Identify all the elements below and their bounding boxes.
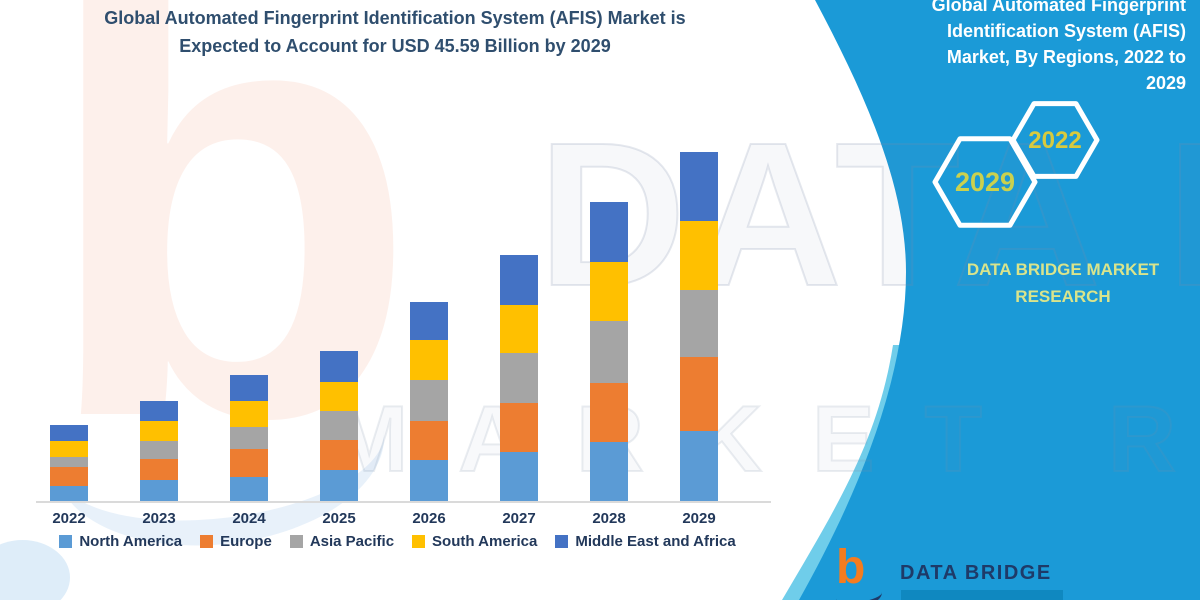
bar-2027-north-america xyxy=(500,451,538,501)
legend-label: North America xyxy=(79,533,183,550)
x-tick-2028: 2028 xyxy=(592,510,626,527)
chart-title-line1: Global Automated Fingerprint Identificat… xyxy=(104,8,686,28)
bar-2023-europe xyxy=(140,458,178,481)
bar-2028-europe xyxy=(590,383,628,443)
legend-swatch xyxy=(289,535,303,548)
bar-2029-middle-east-and-africa xyxy=(680,151,718,221)
legend-swatch xyxy=(555,535,569,548)
bar-2026 xyxy=(410,301,448,501)
chart-title-line2: Expected to Account for USD 45.59 Billio… xyxy=(179,36,611,56)
bar-2024-north-america xyxy=(230,477,268,501)
x-tick-2027: 2027 xyxy=(502,510,536,527)
bar-2028-middle-east-and-africa xyxy=(590,202,628,263)
x-tick-2024: 2024 xyxy=(232,510,266,527)
bar-2029-asia-pacific xyxy=(680,290,718,357)
bar-2025-north-america xyxy=(320,469,358,501)
bar-2023-south-america xyxy=(140,420,178,441)
bar-2022-south-america xyxy=(50,440,88,458)
bar-2024-middle-east-and-africa xyxy=(230,374,268,402)
x-tick-2023: 2023 xyxy=(142,510,176,527)
bar-2028-north-america xyxy=(590,442,628,501)
x-tick-2029: 2029 xyxy=(682,510,716,527)
footer-logo-b-icon: b xyxy=(836,541,866,594)
bar-2027-south-america xyxy=(500,304,538,354)
footer-logo-text: DATA BRIDGE xyxy=(900,562,1052,584)
footer-logo-bar xyxy=(901,590,1063,600)
legend-label: South America xyxy=(432,533,538,550)
legend-label: Middle East and Africa xyxy=(575,533,736,550)
bar-2023-asia-pacific xyxy=(140,440,178,459)
hexagon-badges: 2029 2022 xyxy=(932,101,1100,228)
footer-logo: b DATA BRIDGE xyxy=(834,544,1076,600)
panel-heading: Global Automated Fingerprint Identificat… xyxy=(841,0,1186,96)
bar-2026-north-america xyxy=(410,460,448,501)
panel-edge-highlight xyxy=(782,345,912,600)
chart-title: Global Automated Fingerprint Identificat… xyxy=(10,4,780,60)
bar-2022-asia-pacific xyxy=(50,457,88,468)
bar-2022-middle-east-and-africa xyxy=(50,425,88,441)
bar-2028-asia-pacific xyxy=(590,321,628,384)
bar-2029 xyxy=(680,151,718,501)
brand-text: DATA BRIDGE MARKET RESEARCH xyxy=(938,256,1188,310)
hexagon-2022-outline xyxy=(1010,101,1100,179)
bar-2022 xyxy=(50,425,88,501)
chart-legend: North America Europe Asia Pacific South Ame… xyxy=(25,533,770,550)
bar-2027-europe xyxy=(500,402,538,452)
bar-2026-south-america xyxy=(410,340,448,380)
legend-swatch xyxy=(412,535,426,548)
bar-2028 xyxy=(590,202,628,501)
bar-2026-middle-east-and-africa xyxy=(410,301,448,341)
bar-2024 xyxy=(230,374,268,501)
legend-label: Asia Pacific xyxy=(309,533,395,550)
x-tick-2025: 2025 xyxy=(322,510,356,527)
panel-heading-line4: 2029 xyxy=(1145,73,1186,93)
bar-2025-middle-east-and-africa xyxy=(320,350,358,382)
bar-2022-europe xyxy=(50,467,88,487)
legend-label: Europe xyxy=(220,533,272,550)
panel-heading-line2: Identification System (AFIS) xyxy=(946,21,1186,41)
panel-heading-line1: Global Automated Fingerprint xyxy=(931,0,1186,15)
panel-background xyxy=(799,0,1200,600)
legend-item-south-america: South America xyxy=(412,533,537,550)
x-tick-2022: 2022 xyxy=(52,510,86,527)
brand-text-line2: RESEARCH xyxy=(1015,287,1111,306)
bar-2024-south-america xyxy=(230,401,268,427)
bar-2025-europe xyxy=(320,439,358,470)
hexagon-2029-label: 2029 xyxy=(955,167,1015,197)
legend-item-north-america: North America xyxy=(59,533,182,550)
bar-2022-north-america xyxy=(50,486,88,501)
bar-2029-south-america xyxy=(680,220,718,291)
bar-2026-europe xyxy=(410,420,448,461)
x-tick-2026: 2026 xyxy=(412,510,446,527)
bar-2028-south-america xyxy=(590,262,628,322)
bar-2027-asia-pacific xyxy=(500,353,538,403)
bar-2025-asia-pacific xyxy=(320,411,358,440)
bar-2023 xyxy=(140,401,178,501)
bar-2024-europe xyxy=(230,448,268,478)
hexagon-2022-label: 2022 xyxy=(1028,127,1081,154)
bar-2027-middle-east-and-africa xyxy=(500,255,538,305)
bar-2027 xyxy=(500,255,538,501)
x-axis-line xyxy=(36,501,771,503)
legend-item-asia-pacific: Asia Pacific xyxy=(289,533,395,550)
bar-2024-asia-pacific xyxy=(230,426,268,449)
legend-item-middle-east-and-africa: Middle East and Africa xyxy=(555,533,736,550)
bar-2023-north-america xyxy=(140,480,178,501)
panel-heading-line3: Market, By Regions, 2022 to xyxy=(946,47,1186,67)
bar-2025 xyxy=(320,350,358,501)
legend-swatch xyxy=(200,535,214,548)
hexagon-2029-outline xyxy=(932,136,1038,228)
bar-2025-south-america xyxy=(320,381,358,412)
bar-2029-north-america xyxy=(680,431,718,501)
legend-item-europe: Europe xyxy=(200,533,272,550)
bar-2026-asia-pacific xyxy=(410,379,448,421)
brand-text-line1: DATA BRIDGE MARKET xyxy=(966,260,1160,279)
bar-2029-europe xyxy=(680,356,718,432)
legend-swatch xyxy=(59,535,73,548)
bar-2023-middle-east-and-africa xyxy=(140,401,178,421)
bar-chart: 2022 2023 2024 2025 2026 2027 2028 2029 xyxy=(30,140,775,540)
